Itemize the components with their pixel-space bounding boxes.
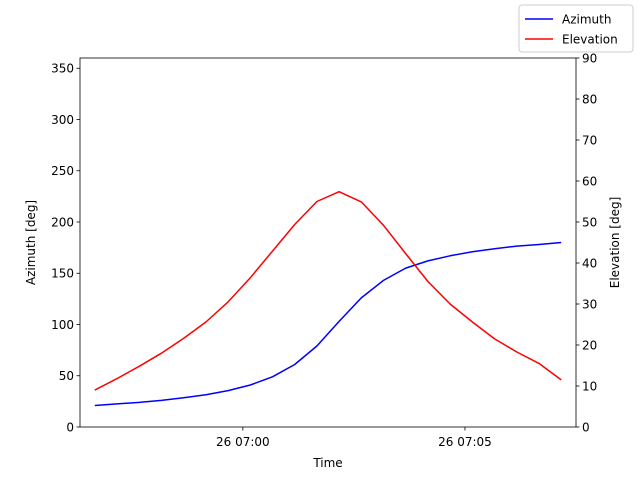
azimuth-tick-label: 350 [51,62,74,76]
azimuth-tick-label: 150 [51,267,74,281]
azimuth-axis: 0 50 100 150 200 250 300 350 [51,62,80,434]
azimuth-tick-label: 200 [51,215,74,229]
azimuth-tick-label: 50 [59,369,74,383]
elevation-series-line [94,190,562,391]
elevation-axis: 0 10 20 30 40 50 60 70 80 90 [576,51,597,434]
elevation-legend-label: Elevation [562,32,618,46]
legend-box [518,4,634,53]
elevation-tick-label: 60 [582,174,597,188]
azimuth-legend-label: Azimuth [562,12,611,26]
elevation-tick-label: 20 [582,338,597,352]
plot-area [79,57,577,428]
elevation-tick-label: 50 [582,215,597,229]
time-tick-label: 26 07:05 [438,435,492,449]
azimuth-tick-label: 100 [51,318,74,332]
elevation-tick-label: 30 [582,297,597,311]
elevation-tick-label: 70 [582,133,597,147]
x-axis-label: Time [312,456,342,470]
elevation-tick-label: 10 [582,379,597,393]
elevation-tick-label: 90 [582,51,597,65]
azimuth-series-line [94,241,562,407]
azimuth-tick-label: 0 [66,420,74,434]
legend: Azimuth Elevation [518,4,634,53]
axes-frame [79,57,577,428]
elevation-tick-label: 40 [582,256,597,270]
elevation-tick-label: 80 [582,92,597,106]
elevation-axis-label: Elevation [deg] [608,197,622,289]
azimuth-tick-label: 300 [51,113,74,127]
time-tick-label: 26 07:00 [216,435,270,449]
elevation-tick-label: 0 [582,420,590,434]
azimuth-axis-label: Azimuth [deg] [24,200,38,285]
time-axis: 26 07:00 26 07:05 [216,427,492,449]
azimuth-tick-label: 250 [51,164,74,178]
